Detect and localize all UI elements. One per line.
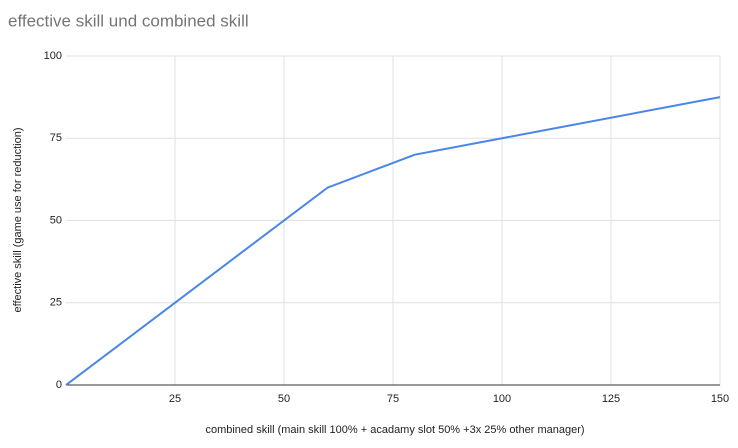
y-tick-label: 50 <box>50 214 62 226</box>
y-tick-label: 100 <box>44 50 62 62</box>
y-tick-label: 25 <box>50 297 62 309</box>
x-tick-label: 75 <box>387 393 399 405</box>
y-axis-label: effective skill (game use for reduction) <box>12 127 24 312</box>
x-tick-label: 50 <box>278 393 290 405</box>
x-axis-label: combined skill (main skill 100% + acadam… <box>205 424 584 436</box>
x-tick-label: 25 <box>169 393 181 405</box>
x-tick-label: 100 <box>493 393 511 405</box>
data-line <box>65 96 721 386</box>
x-tick-label: 150 <box>711 393 729 405</box>
y-tick-label: 75 <box>50 132 62 144</box>
y-tick-label: 0 <box>56 379 62 391</box>
chart-title: effective skill und combined skill <box>8 11 249 30</box>
x-tick-label: 125 <box>602 393 620 405</box>
